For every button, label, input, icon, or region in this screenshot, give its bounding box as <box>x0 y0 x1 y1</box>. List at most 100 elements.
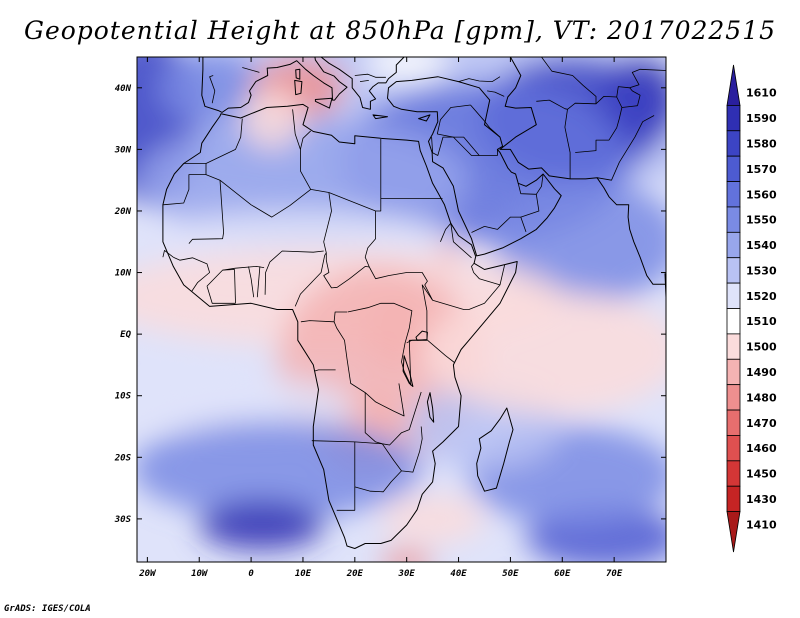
country-border <box>242 67 260 73</box>
colorbar-label: 1500 <box>746 341 777 354</box>
coastline <box>387 76 562 257</box>
coastline <box>294 79 303 96</box>
lat-label: 30N <box>114 145 132 155</box>
colorbar-swatch <box>726 435 741 462</box>
country-border <box>162 250 174 258</box>
map-frame <box>136 56 667 563</box>
colorbar-swatch <box>726 257 741 284</box>
lon-label: 70E <box>606 569 623 579</box>
country-border <box>564 96 638 179</box>
country-border <box>616 68 666 98</box>
country-border <box>248 266 255 298</box>
colorbar-label: 1490 <box>746 366 777 379</box>
lake-outline <box>426 392 435 423</box>
colorbar-label: 1470 <box>746 417 777 430</box>
coastline <box>320 57 405 110</box>
country-border <box>471 226 485 233</box>
country-border <box>310 138 382 212</box>
axis-ticks: 20W 10W 0 10E 20E 30E 40E 50E 60E 70E 40N 30N 20N 10N… <box>114 57 666 579</box>
country-border <box>431 136 454 156</box>
country-border <box>406 339 427 344</box>
country-border <box>264 250 324 295</box>
grads-credit: GrADS: IGES/COLA <box>4 604 91 614</box>
lon-label: 60E <box>554 569 571 579</box>
height-field-region <box>199 500 324 550</box>
height-field-region <box>380 549 433 562</box>
colorbar-swatch <box>726 485 741 513</box>
height-field <box>137 57 666 562</box>
colorbar-label: 1530 <box>746 264 777 277</box>
colorbar-swatch <box>726 130 741 157</box>
country-border <box>487 90 505 97</box>
country-border <box>440 222 472 259</box>
country-border <box>188 180 224 244</box>
country-border <box>432 264 506 310</box>
country-border <box>209 75 216 104</box>
map-plot-area <box>137 57 666 562</box>
colorbar-swatch <box>726 206 741 233</box>
colorbar-swatch <box>726 358 741 386</box>
coastline <box>418 114 431 122</box>
country-border <box>453 136 480 156</box>
colorbar-label: 1550 <box>746 214 777 227</box>
height-field-region <box>494 180 666 304</box>
lat-label: 20N <box>114 207 132 217</box>
colorbar-label: 1520 <box>746 290 777 303</box>
colorbar-swatch <box>726 282 741 309</box>
country-border <box>206 285 236 304</box>
coastline <box>295 68 301 80</box>
country-border <box>333 321 405 417</box>
lon-label: 20W <box>138 569 157 579</box>
colorbar-top-arrow <box>726 64 741 106</box>
coastline <box>314 97 333 109</box>
country-border <box>206 266 265 287</box>
lat-label: 10N <box>115 269 132 279</box>
country-border <box>364 211 433 301</box>
colorbar-swatch <box>726 181 741 208</box>
colorbar-label: 1430 <box>746 493 777 506</box>
country-border <box>431 137 433 153</box>
country-border <box>436 104 471 135</box>
country-border <box>381 426 423 473</box>
colorbar-label: 1590 <box>746 112 777 125</box>
lat-label: 30S <box>114 515 132 525</box>
coastline <box>162 103 518 549</box>
height-field-region <box>422 291 666 415</box>
coastline <box>201 57 348 113</box>
colorbar-label: 1480 <box>746 391 777 404</box>
height-field-region <box>380 494 485 544</box>
country-border <box>458 76 501 82</box>
height-field-region <box>365 57 449 82</box>
colorbar-label: 1560 <box>746 188 777 201</box>
country-border <box>336 486 356 511</box>
lat-label: 10S <box>115 392 132 402</box>
country-border <box>520 194 540 233</box>
colorbar-swatch <box>726 308 741 335</box>
country-border <box>205 118 243 164</box>
height-field-region <box>365 297 428 372</box>
country-border <box>205 109 312 218</box>
colorbar-swatch <box>726 460 741 487</box>
coastlines <box>162 57 666 549</box>
country-border <box>437 133 498 156</box>
colorbar-label: 1460 <box>746 442 777 455</box>
country-border <box>300 130 311 150</box>
coastline <box>499 57 666 285</box>
lon-label: 0 <box>248 569 254 579</box>
country-border <box>323 192 370 289</box>
colorbar-label: 1410 <box>746 518 777 531</box>
country-border <box>471 263 501 286</box>
country-border <box>470 104 501 138</box>
country-border <box>347 302 413 386</box>
lon-label: 20E <box>346 569 364 579</box>
lat-label: 40N <box>115 84 132 94</box>
lon-label: 40E <box>450 569 467 579</box>
height-field-region <box>137 118 469 242</box>
colorbar-label: 1610 <box>746 87 777 100</box>
country-border <box>536 99 568 110</box>
colorbar-swatch <box>726 155 741 182</box>
colorbar-label: 1570 <box>746 163 777 176</box>
country-border <box>354 73 386 78</box>
country-border <box>173 256 210 292</box>
